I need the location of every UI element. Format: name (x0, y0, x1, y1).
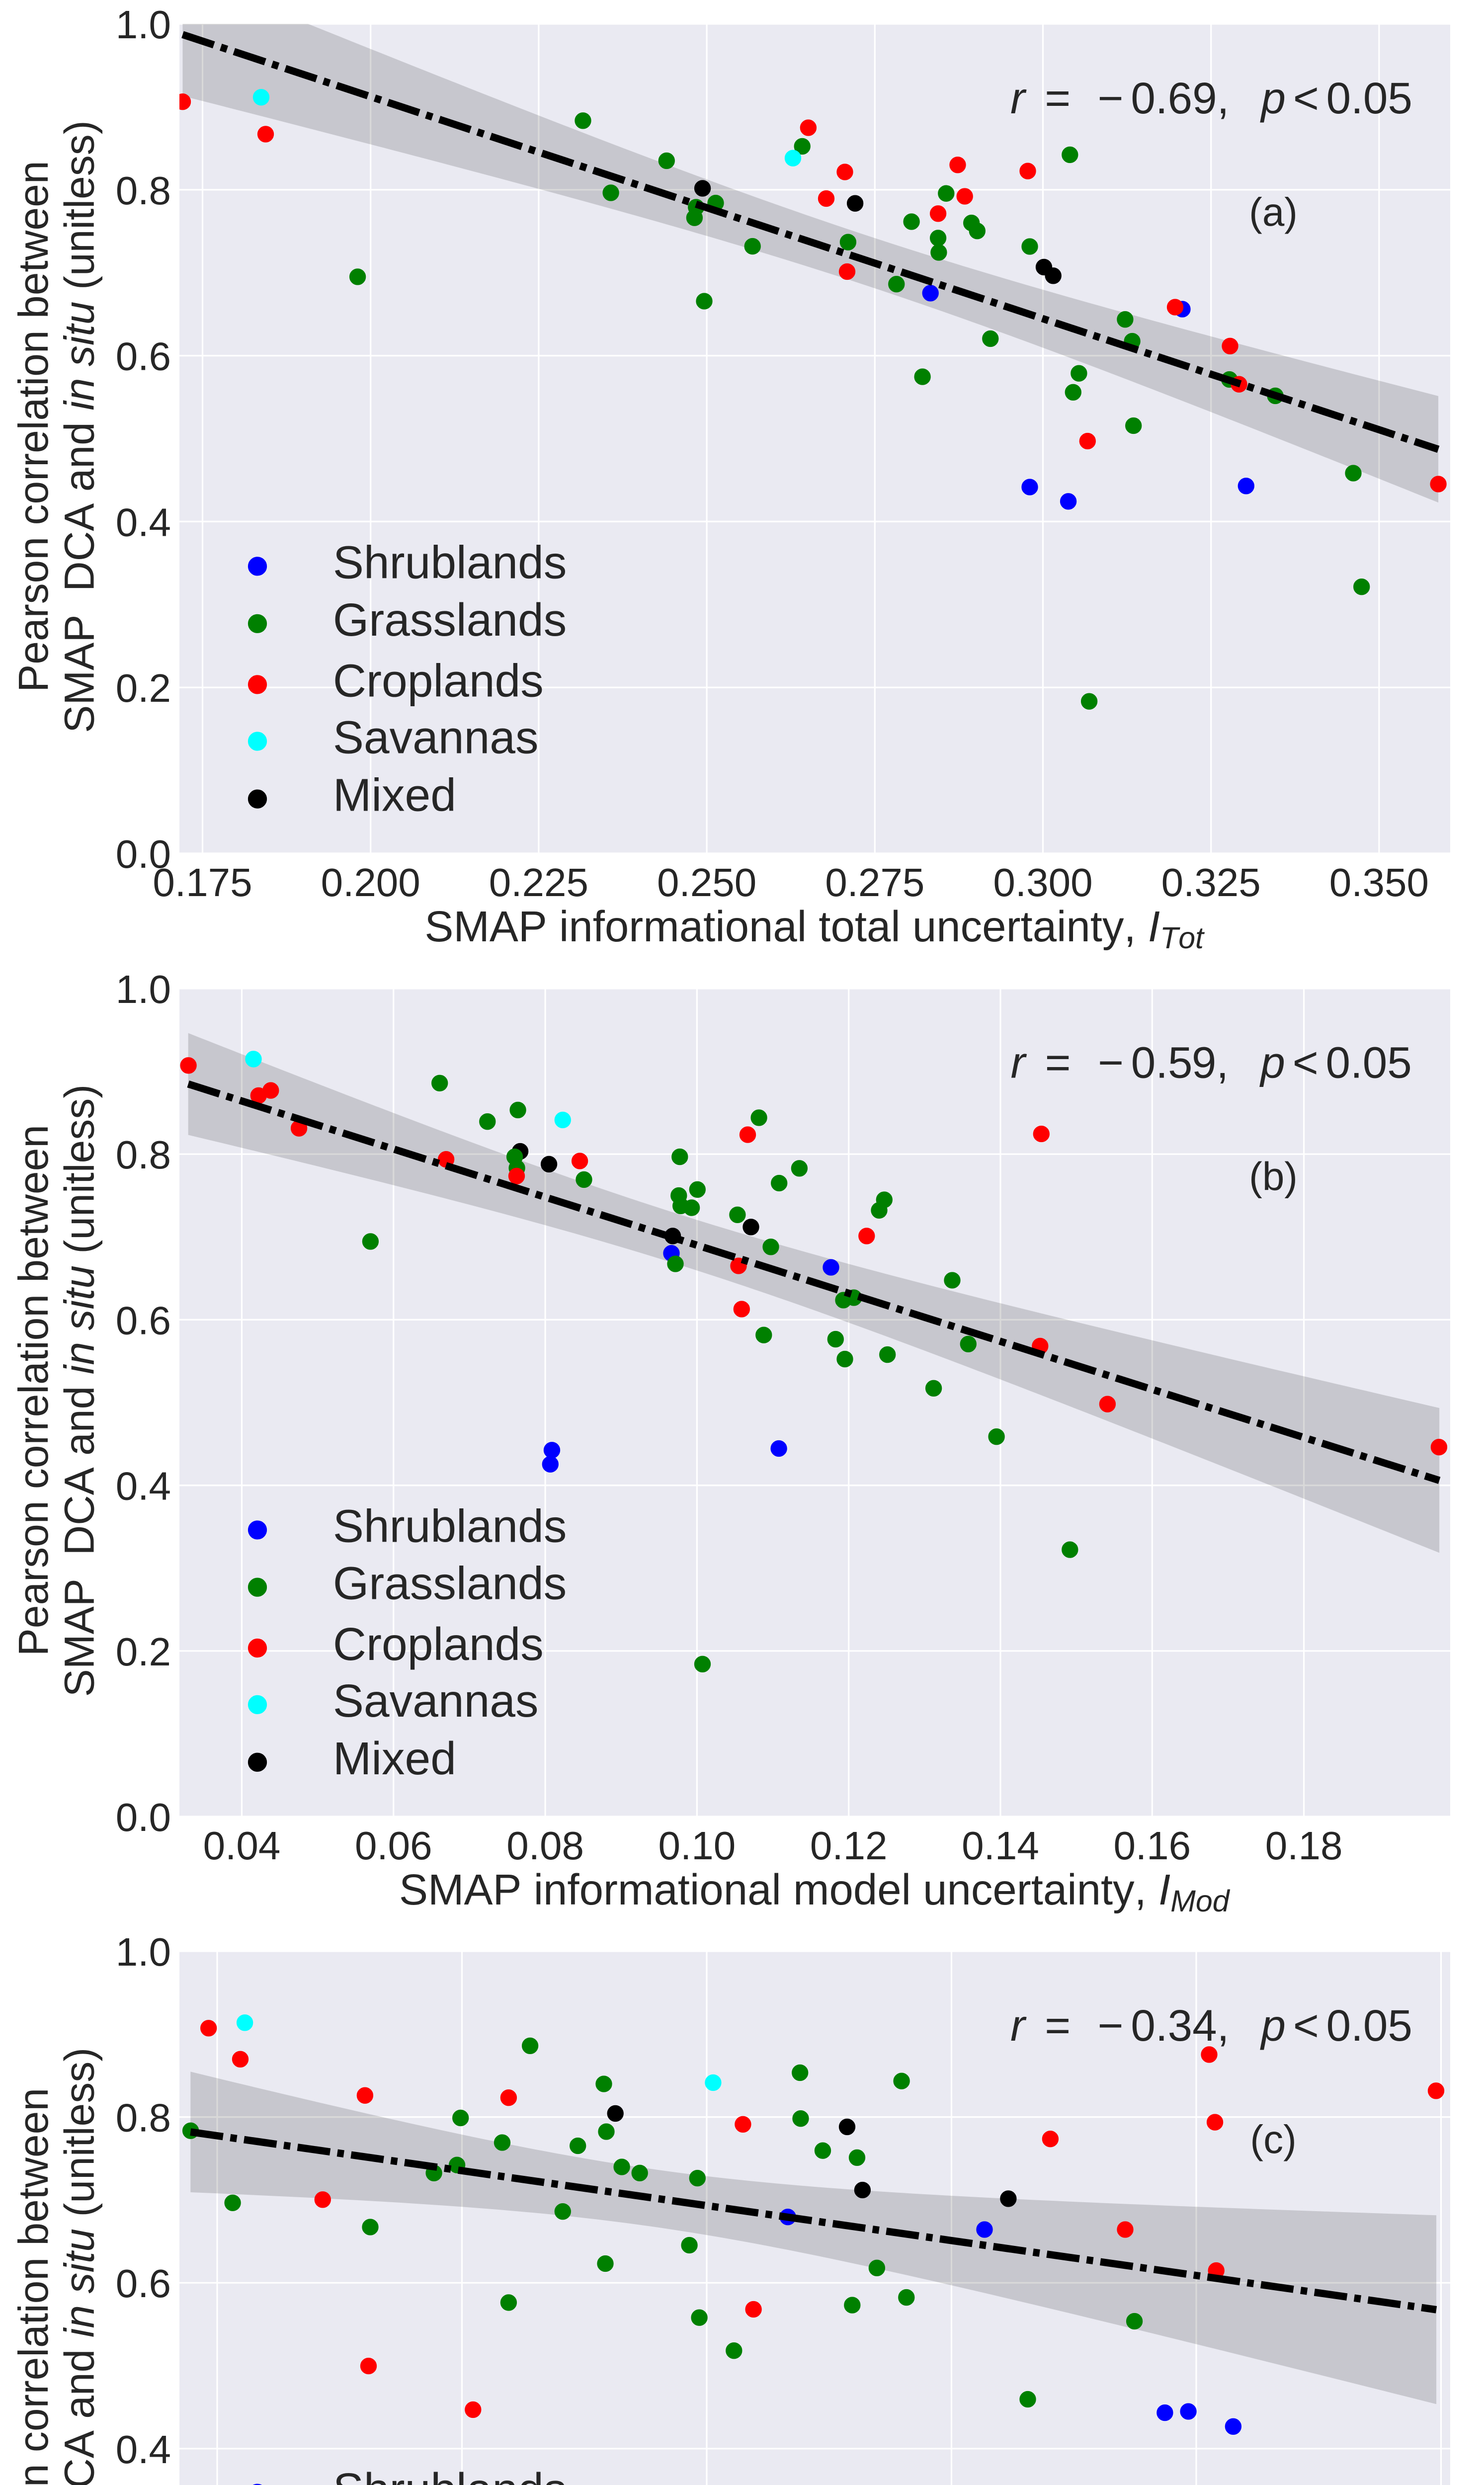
svg-text:0.4: 0.4 (116, 2427, 171, 2472)
svg-text:0.275: 0.275 (825, 860, 924, 905)
svg-text:(b): (b) (1249, 1155, 1298, 1199)
svg-text:0.250: 0.250 (657, 860, 756, 905)
svg-text:0.2: 0.2 (116, 666, 171, 710)
svg-text:0.175: 0.175 (153, 860, 252, 905)
svg-text:0.0: 0.0 (116, 832, 171, 876)
svg-text:0.0: 0.0 (116, 1795, 171, 1839)
svg-text:0.300: 0.300 (993, 860, 1092, 905)
svg-text:S M A P: S M A P D C A a n d ( u n i t l e (56, 118, 102, 733)
svg-text:0.225: 0.225 (489, 860, 588, 905)
svg-text:Shrublands: Shrublands (333, 2464, 567, 2485)
svg-text:0.08: 0.08 (506, 1823, 584, 1868)
svg-text:r p = −: r p = − 0 . 3 4 , < 0 . 0 5 (1010, 2000, 1412, 2050)
svg-text:Shrublands: Shrublands (333, 536, 567, 588)
svg-text:0.14: 0.14 (962, 1823, 1039, 1868)
svg-text:Mixed: Mixed (333, 769, 456, 821)
svg-text:0.10: 0.10 (659, 1823, 736, 1868)
svg-text:Pearson correlation between: Pearson correlation between (10, 1125, 57, 1656)
svg-text:r p = −: r p = − 0 . 5 9 , < 0 . 0 5 (1010, 1038, 1411, 1087)
svg-text:0.4: 0.4 (116, 1464, 171, 1508)
svg-text:1.0: 1.0 (116, 967, 171, 1011)
svg-text:Grasslands: Grasslands (333, 594, 567, 646)
svg-text:S M A P: S M A P D C A a n d ( u n i t l e (56, 2046, 102, 2485)
svg-text:0.6: 0.6 (116, 334, 171, 379)
svg-text:0.4: 0.4 (116, 500, 171, 544)
svg-text:Pearson correlation between: Pearson correlation between (10, 161, 57, 692)
svg-text:Shrublands: Shrublands (333, 1500, 567, 1552)
svg-text:0.2: 0.2 (116, 1630, 171, 1674)
svg-text:Mixed: Mixed (333, 1733, 456, 1784)
svg-text:0.350: 0.350 (1329, 860, 1429, 905)
svg-text:0.06: 0.06 (355, 1823, 432, 1868)
svg-text:S M A P: S M A P i n f o r m a t i o n a l m o d … (399, 1866, 1231, 1918)
svg-text:1.0: 1.0 (116, 1930, 171, 1974)
svg-text:1.0: 1.0 (116, 2, 171, 47)
svg-text:(a): (a) (1249, 190, 1298, 234)
svg-text:0.16: 0.16 (1113, 1823, 1191, 1868)
svg-text:0.6: 0.6 (116, 1298, 171, 1342)
svg-text:0.18: 0.18 (1265, 1823, 1343, 1868)
svg-text:0.8: 0.8 (116, 168, 171, 213)
svg-text:Pearson correlation between: Pearson correlation between (10, 2088, 57, 2485)
svg-text:Savannas: Savannas (333, 1675, 539, 1727)
svg-text:Croplands: Croplands (333, 1618, 544, 1670)
svg-text:0.04: 0.04 (203, 1823, 281, 1868)
svg-text:(c): (c) (1250, 2117, 1296, 2161)
svg-text:0.8: 0.8 (116, 1133, 171, 1177)
svg-text:0.325: 0.325 (1161, 860, 1261, 905)
svg-text:S M A P: S M A P i n f o r m a t i o n a l t o t … (424, 903, 1205, 955)
svg-text:0.8: 0.8 (116, 2096, 171, 2140)
svg-text:0.6: 0.6 (116, 2261, 171, 2306)
svg-text:0.200: 0.200 (321, 860, 420, 905)
svg-text:Croplands: Croplands (333, 655, 544, 706)
svg-text:Grasslands: Grasslands (333, 1558, 567, 1609)
svg-text:r p = −: r p = − 0 . 6 9 , < 0 . 0 5 (1010, 73, 1412, 123)
svg-text:0.12: 0.12 (810, 1823, 888, 1868)
svg-text:Savannas: Savannas (333, 712, 539, 763)
svg-text:S M A P: S M A P D C A a n d ( u n i t l e (56, 1082, 102, 1697)
